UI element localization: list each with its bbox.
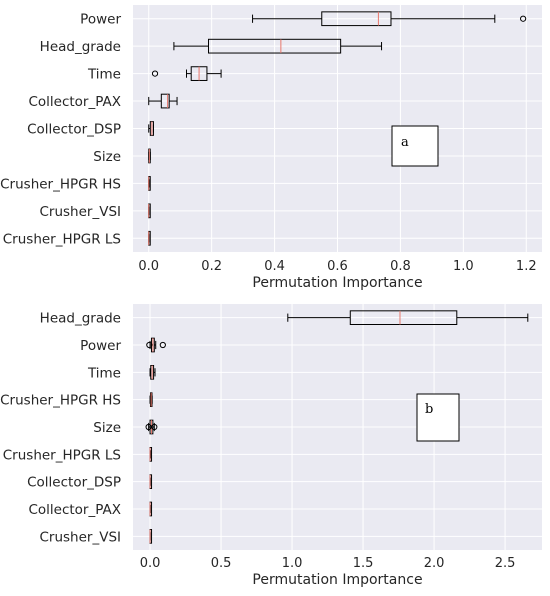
x-tick-label: 1.0 — [453, 259, 474, 274]
x-tick-label: 0.5 — [211, 556, 232, 571]
panel-label-text: a — [401, 135, 409, 150]
outlier-point — [159, 341, 166, 349]
panel-b: 0.0 0.5 1.0 1.5 2.0 2.5 Permutation Importance… — [0, 304, 542, 588]
y-tick-label: Collector_DSP — [27, 475, 121, 491]
box-crusher-hpgr-hs — [149, 392, 153, 408]
y-tick-label: Power — [80, 338, 121, 354]
panel-label-text: b — [425, 402, 433, 417]
x-tick-label: 0.8 — [390, 259, 411, 274]
y-tick-label: Time — [87, 67, 121, 83]
box-crusher-vsi — [148, 203, 151, 219]
y-tick-label: Size — [93, 149, 121, 165]
x-tick-label: 1.5 — [353, 556, 374, 571]
y-tick-label: Crusher_HPGR LS — [3, 447, 121, 463]
x-tick-label: 0.6 — [327, 259, 348, 274]
box-power — [252, 11, 527, 27]
y-tick-label: Crusher_HPGR HS — [0, 176, 121, 192]
box-size — [148, 148, 151, 164]
y-tick-label: Time — [87, 365, 121, 381]
iqr-box — [321, 11, 392, 27]
x-tick-label: 1.2 — [516, 259, 537, 274]
box-collector-pax — [149, 501, 153, 517]
x-tick-label: 1.0 — [282, 556, 303, 571]
y-tick-label: Power — [80, 12, 121, 28]
y-tick-label: Collector_PAX — [28, 502, 121, 518]
box-time — [151, 66, 222, 81]
x-tick-label: 2.5 — [495, 556, 516, 571]
y-tick-label: Collector_DSP — [27, 122, 121, 138]
box-head-grade — [287, 310, 529, 326]
y-tick-label: Head_grade — [40, 39, 121, 55]
outlier-point — [146, 341, 153, 349]
box-size — [145, 419, 158, 435]
x-tick-label: 0.0 — [140, 556, 161, 571]
box-collector-pax — [148, 93, 178, 109]
x-tick-label: 0.2 — [201, 259, 222, 274]
outlier-point — [151, 70, 159, 77]
x-axis-label: Permutation Importance — [252, 572, 422, 588]
y-tick-label: Crusher_VSI — [39, 529, 121, 545]
iqr-box — [208, 38, 342, 54]
y-tick-label: Size — [93, 420, 121, 436]
box-collector-dsp — [149, 474, 153, 490]
y-tick-label: Crusher_VSI — [39, 204, 121, 220]
x-axis-label: Permutation Importance — [252, 275, 422, 291]
box-power — [146, 337, 166, 353]
outlier-point — [520, 15, 527, 22]
box-head-grade — [173, 38, 383, 54]
box-collector-dsp — [148, 121, 154, 136]
x-tick-label: 2.0 — [424, 556, 445, 571]
panel-a: 0.0 0.2 0.4 0.6 0.8 1.0 1.2 Permutation Importa… — [0, 5, 542, 291]
y-tick-label: Crusher_HPGR LS — [3, 231, 121, 247]
iqr-box — [349, 310, 458, 326]
box-crusher-vsi — [149, 529, 153, 544]
panel-label-box: a — [391, 125, 439, 167]
panel-label-frame — [416, 393, 460, 442]
y-tick-label: Head_grade — [40, 311, 121, 327]
box-crusher-hpgr-hs — [148, 176, 151, 191]
y-tick-label: Collector_PAX — [28, 94, 121, 110]
panel-label-box: b — [416, 393, 460, 442]
panel-label-frame — [391, 125, 439, 167]
x-tick-label: 0.4 — [264, 259, 285, 274]
box-crusher-hpgr-ls — [148, 230, 151, 246]
x-tick-label: 0.0 — [138, 259, 159, 274]
iqr-box — [160, 93, 170, 109]
box-time — [149, 365, 156, 380]
box-crusher-hpgr-ls — [149, 447, 153, 462]
outlier-point — [151, 423, 158, 431]
y-tick-label: Crusher_HPGR HS — [0, 393, 121, 409]
